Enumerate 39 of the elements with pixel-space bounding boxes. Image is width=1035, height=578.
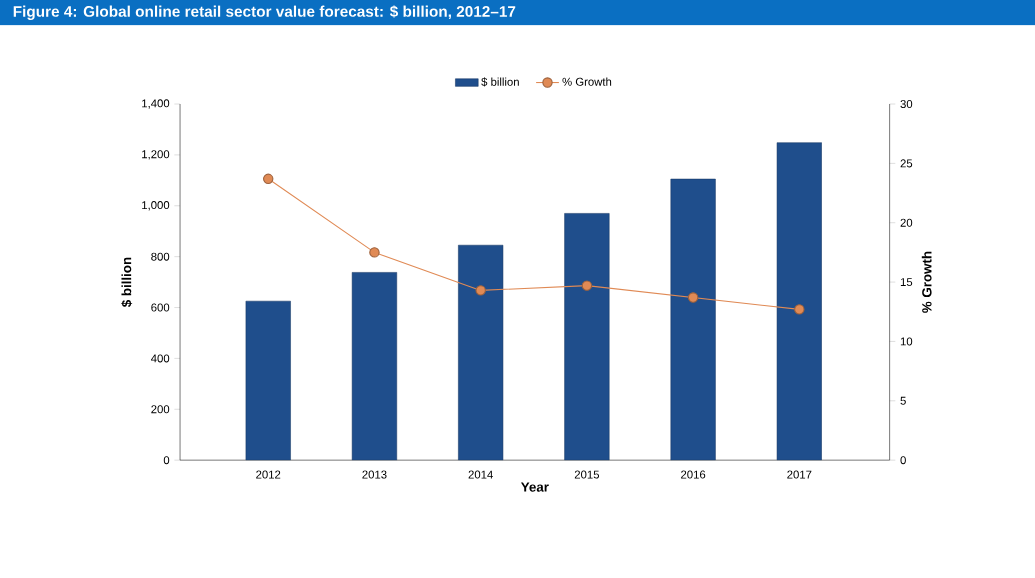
point bbox=[794, 304, 805, 315]
y-tick-label: 1,200 bbox=[142, 150, 170, 160]
y2-tick-label: 10 bbox=[900, 337, 913, 346]
y-tick-label: 1,000 bbox=[142, 201, 170, 211]
y2-tick-label: 15 bbox=[900, 278, 913, 287]
x-tick-label: 2016 bbox=[681, 470, 706, 479]
y2-tick-label: 0 bbox=[900, 456, 906, 465]
x-axis-title: Year bbox=[520, 482, 549, 492]
point bbox=[475, 285, 486, 296]
y2-tick-label: 20 bbox=[900, 218, 913, 227]
x-tick-label: 2012 bbox=[256, 470, 281, 479]
bar bbox=[564, 213, 610, 461]
y2-axis-title: % Growth bbox=[921, 252, 932, 314]
x-tick-label: 2013 bbox=[362, 470, 387, 479]
legend-label: % Growth bbox=[562, 77, 612, 86]
y-tick-label: 600 bbox=[151, 303, 170, 312]
x-tick-label: 2015 bbox=[574, 470, 600, 479]
bar bbox=[670, 179, 716, 461]
y2-tick-label: 25 bbox=[900, 159, 913, 168]
bar bbox=[245, 301, 291, 461]
legend-label: $ billion bbox=[481, 77, 519, 87]
x-tick-label: 2017 bbox=[787, 470, 812, 479]
point bbox=[369, 247, 380, 258]
y2-tick-label: 30 bbox=[900, 100, 913, 109]
y-tick-label: 0 bbox=[163, 456, 170, 465]
y-axis-title: $ billion bbox=[121, 257, 133, 308]
y-tick-label: 200 bbox=[151, 405, 170, 414]
point bbox=[263, 173, 274, 185]
bar bbox=[458, 245, 504, 461]
bar bbox=[776, 142, 822, 461]
point bbox=[687, 292, 699, 303]
y2-tick-label: 5 bbox=[900, 397, 906, 405]
y-tick-label: 800 bbox=[151, 252, 170, 261]
chart-title: Figure 4: Global online retail sector value forecast: $ billion, 2012–17 bbox=[13, 5, 516, 21]
x-tick-label: 2014 bbox=[468, 470, 493, 479]
point bbox=[581, 280, 593, 292]
bar bbox=[351, 272, 398, 461]
y-tick-label: 400 bbox=[150, 354, 170, 363]
y-tick-label: 1,400 bbox=[142, 99, 170, 109]
